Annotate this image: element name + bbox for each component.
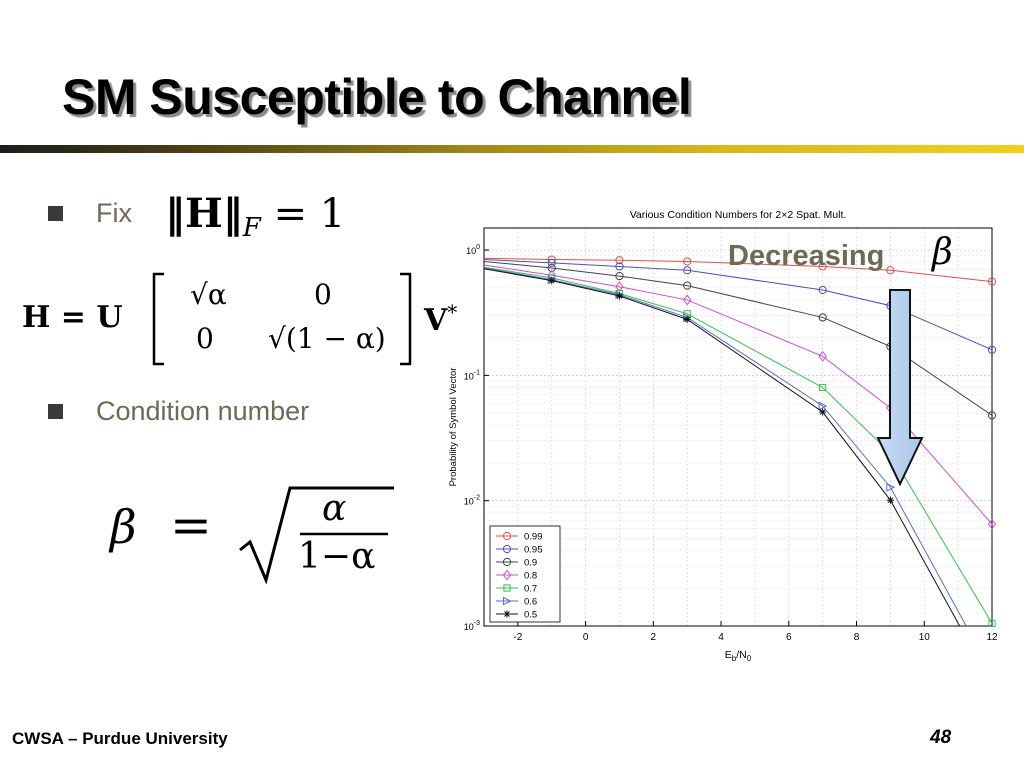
data-point-0.99 — [615, 256, 624, 265]
data-point-0.95 — [615, 262, 624, 271]
data-point-0.6 — [818, 401, 828, 411]
legend-marker-0.95 — [502, 544, 512, 554]
frobenius-norm-equation: ‖H‖F = 1 — [165, 190, 345, 243]
data-point-0.9 — [683, 281, 692, 290]
data-point-0.95 — [547, 258, 556, 267]
y-tick-label: 10-3 — [464, 620, 480, 632]
norm-subscript: F — [242, 213, 261, 243]
data-point-0.6 — [886, 482, 896, 492]
legend-marker-0.99 — [502, 531, 512, 541]
data-point-0.9 — [615, 271, 624, 281]
x-tick-label: 2 — [651, 632, 657, 643]
bullet-square-icon — [48, 404, 63, 419]
page-number: 48 — [930, 727, 952, 748]
legend-label-0.95: 0.95 — [524, 545, 543, 556]
data-point-0.9 — [987, 411, 997, 420]
fraction-denominator: 1−α — [298, 536, 376, 577]
x-tick-label: 6 — [786, 632, 792, 643]
y-tick-label: 100 — [466, 244, 480, 256]
beta-symbol: β — [110, 500, 137, 554]
data-point-0.8 — [682, 294, 692, 306]
beta-equals: = — [170, 496, 212, 554]
chart-title: Various Condition Numbers for 2×2 Spat. … — [630, 209, 847, 221]
annotation-beta: β — [932, 232, 953, 273]
x-axis-label: Eb/N0 — [725, 649, 752, 663]
legend-label-0.99: 0.99 — [524, 532, 543, 543]
fraction-numerator: α — [322, 488, 347, 529]
data-point-0.8 — [987, 518, 997, 530]
x-tick-label: 0 — [583, 632, 589, 643]
legend-marker-0.6 — [502, 596, 512, 606]
legend-box — [489, 525, 561, 623]
legend-label-0.6: 0.6 — [524, 597, 537, 608]
x-tick-label: 4 — [718, 632, 724, 643]
matrix-rhs-sup: * — [447, 300, 458, 324]
data-point-0.5 — [615, 292, 624, 300]
data-point-0.95 — [683, 266, 692, 275]
down-arrow-icon — [876, 289, 924, 487]
x-tick-label: -2 — [513, 632, 522, 643]
bullet-square-icon — [48, 206, 63, 221]
y-tick-label: 10-1 — [464, 369, 480, 381]
sqrt-sign — [239, 486, 394, 584]
matrix-lhs: H = U — [22, 300, 123, 335]
bullet-fix-label: Fix — [96, 198, 132, 228]
legend-marker-0.9 — [502, 557, 512, 567]
matrix-rhs: V* — [424, 300, 457, 338]
data-point-0.7 — [819, 383, 827, 392]
data-point-0.7 — [988, 619, 996, 627]
matrix-entry-22: √(1 − α) — [268, 322, 386, 355]
x-tick-label: 8 — [854, 632, 860, 643]
legend-label-0.9: 0.9 — [524, 558, 537, 569]
matrix-brackets — [152, 272, 412, 366]
norm-rhs: = 1 — [273, 191, 346, 237]
data-point-0.99 — [886, 266, 895, 275]
data-point-0.95 — [987, 345, 997, 354]
data-point-0.8 — [615, 281, 624, 293]
data-point-0.9 — [547, 263, 556, 273]
norm-expression: ‖H‖ — [165, 190, 243, 237]
bullet-condition-label: Condition number — [96, 396, 310, 426]
matrix-entry-11: √α — [190, 278, 227, 311]
y-axis-label: Probability of Symbol Vector — [448, 368, 459, 487]
matrix-entry-12: 0 — [314, 278, 332, 311]
data-point-0.9 — [818, 313, 827, 322]
x-tick-label: 12 — [986, 632, 998, 643]
data-point-0.5 — [886, 496, 894, 504]
data-point-0.8 — [818, 350, 827, 362]
matrix-rhs-text: V — [424, 303, 448, 338]
matrix-entry-21: 0 — [196, 322, 214, 355]
slide-title: SM Susceptible to Channel — [62, 69, 692, 125]
legend-label-0.5: 0.5 — [524, 610, 537, 621]
title-underline-bar — [0, 145, 1024, 153]
data-point-0.99 — [818, 262, 827, 271]
legend-marker-0.8 — [502, 569, 512, 581]
legend-marker-0.7 — [503, 584, 511, 592]
plot-frame — [483, 227, 993, 627]
legend-marker-0.5 — [503, 610, 511, 618]
decreasing-annotation: Decreasing — [728, 240, 885, 272]
matrix-lhs-text: H = U — [22, 300, 123, 335]
footer-organization: CWSA – Purdue University — [12, 729, 228, 748]
data-point-0.99 — [683, 257, 692, 266]
y-tick-label: 10-2 — [464, 495, 480, 507]
data-point-0.5 — [819, 408, 827, 416]
data-point-0.95 — [818, 285, 827, 295]
data-point-0.99 — [987, 277, 997, 286]
data-point-0.5 — [683, 315, 691, 323]
x-tick-label: 10 — [919, 632, 931, 643]
data-point-0.5 — [548, 277, 556, 285]
legend-label-0.8: 0.8 — [524, 571, 537, 582]
legend-label-0.7: 0.7 — [524, 584, 537, 595]
